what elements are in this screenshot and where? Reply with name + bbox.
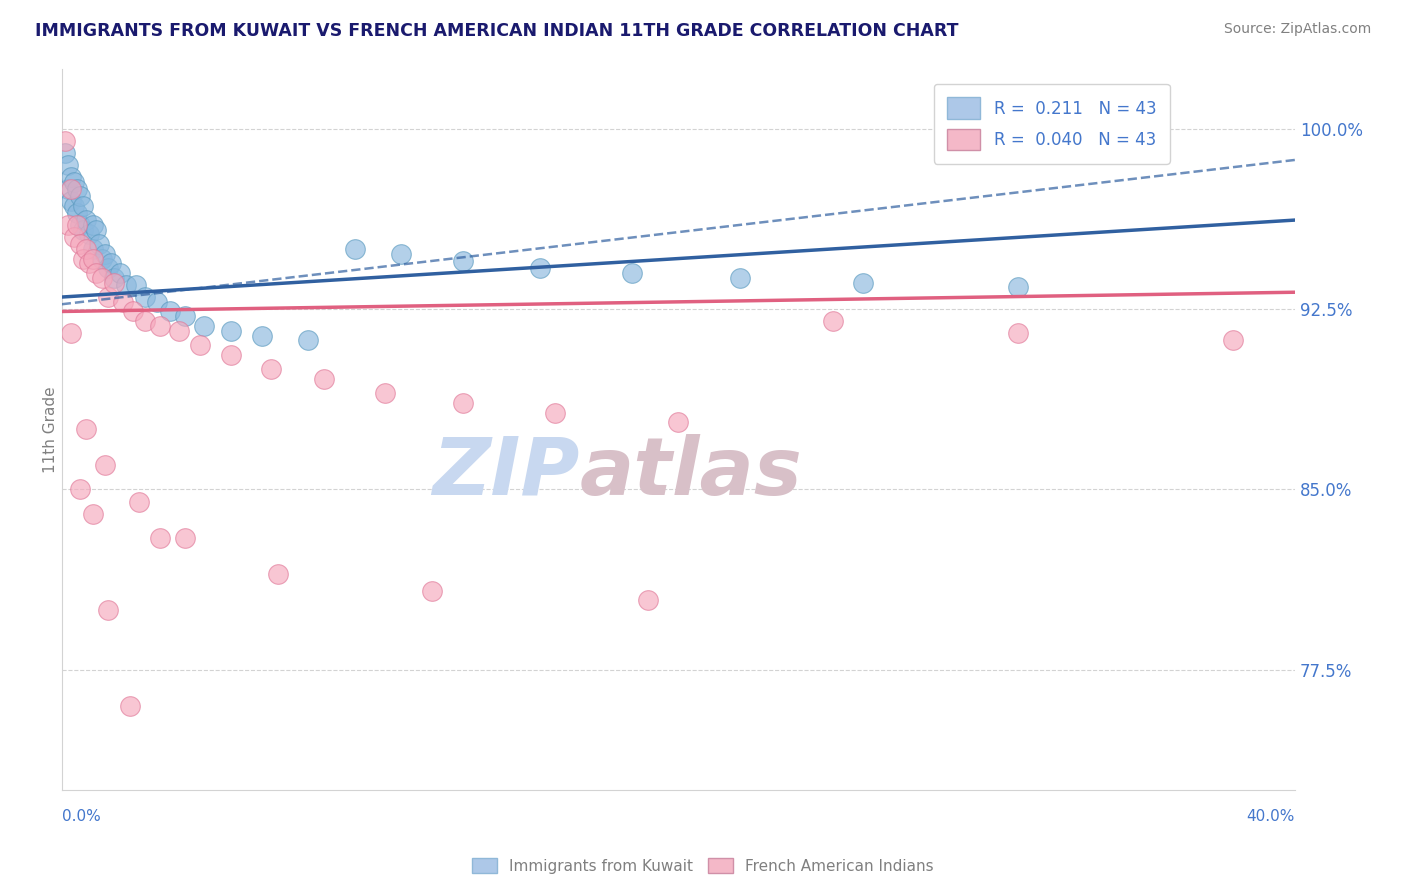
Point — [59, 194, 82, 208]
Point — [110, 266, 132, 280]
Point — [84, 266, 107, 280]
Point — [250, 328, 273, 343]
Point — [97, 603, 120, 617]
Point — [63, 175, 86, 189]
Point — [1222, 334, 1244, 348]
Point — [90, 252, 112, 266]
Point — [637, 593, 659, 607]
Point — [59, 169, 82, 184]
Point — [56, 158, 79, 172]
Point — [221, 324, 243, 338]
Point — [97, 290, 120, 304]
Point — [343, 242, 366, 256]
Point — [79, 256, 101, 270]
Point — [82, 242, 104, 256]
Point — [134, 314, 156, 328]
Point — [728, 270, 751, 285]
Point — [75, 242, 97, 256]
Point — [451, 396, 474, 410]
Point — [112, 294, 135, 309]
Point — [72, 199, 94, 213]
Point — [59, 182, 82, 196]
Point — [149, 318, 172, 333]
Point — [66, 218, 89, 232]
Point — [53, 145, 76, 160]
Point — [621, 266, 644, 280]
Point — [87, 237, 110, 252]
Point — [312, 372, 335, 386]
Point — [260, 362, 283, 376]
Point — [128, 494, 150, 508]
Point — [1007, 280, 1029, 294]
Point — [666, 415, 689, 429]
Point — [82, 507, 104, 521]
Point — [69, 483, 91, 497]
Point — [118, 698, 141, 713]
Point — [75, 213, 97, 227]
Point — [266, 566, 288, 581]
Text: 0.0%: 0.0% — [62, 809, 100, 824]
Point — [221, 348, 243, 362]
Point — [69, 218, 91, 232]
Point — [149, 531, 172, 545]
Point — [56, 218, 79, 232]
Text: Source: ZipAtlas.com: Source: ZipAtlas.com — [1223, 22, 1371, 37]
Point — [174, 310, 197, 324]
Point — [53, 134, 76, 148]
Point — [1007, 326, 1029, 340]
Point — [79, 227, 101, 242]
Y-axis label: 11th Grade: 11th Grade — [44, 386, 58, 473]
Point — [82, 252, 104, 266]
Point — [69, 189, 91, 203]
Point — [97, 261, 120, 276]
Point — [125, 278, 148, 293]
Point — [66, 206, 89, 220]
Point — [59, 326, 82, 340]
Legend: Immigrants from Kuwait, French American Indians: Immigrants from Kuwait, French American … — [467, 852, 939, 880]
Point — [115, 278, 138, 293]
Point — [134, 290, 156, 304]
Text: IMMIGRANTS FROM KUWAIT VS FRENCH AMERICAN INDIAN 11TH GRADE CORRELATION CHART: IMMIGRANTS FROM KUWAIT VS FRENCH AMERICA… — [35, 22, 959, 40]
Point — [374, 386, 396, 401]
Point — [82, 218, 104, 232]
Point — [174, 531, 197, 545]
Point — [100, 256, 122, 270]
Point — [72, 252, 94, 266]
Point — [90, 270, 112, 285]
Text: atlas: atlas — [579, 434, 803, 512]
Point — [72, 222, 94, 236]
Point — [146, 294, 169, 309]
Point — [297, 334, 319, 348]
Point — [103, 276, 125, 290]
Point — [103, 270, 125, 285]
Point — [852, 276, 875, 290]
Point — [529, 261, 551, 276]
Point — [193, 318, 215, 333]
Point — [75, 422, 97, 436]
Point — [66, 182, 89, 196]
Point — [94, 246, 117, 260]
Point — [451, 254, 474, 268]
Point — [420, 583, 443, 598]
Point — [544, 405, 567, 419]
Point — [121, 304, 143, 318]
Point — [63, 199, 86, 213]
Point — [821, 314, 844, 328]
Point — [84, 222, 107, 236]
Text: ZIP: ZIP — [432, 434, 579, 512]
Point — [94, 458, 117, 473]
Text: 40.0%: 40.0% — [1247, 809, 1295, 824]
Point — [190, 338, 212, 352]
Point — [167, 324, 190, 338]
Point — [56, 182, 79, 196]
Point — [69, 237, 91, 252]
Legend: R =  0.211   N = 43, R =  0.040   N = 43: R = 0.211 N = 43, R = 0.040 N = 43 — [934, 84, 1170, 163]
Point — [159, 304, 181, 318]
Point — [389, 246, 412, 260]
Point — [63, 230, 86, 244]
